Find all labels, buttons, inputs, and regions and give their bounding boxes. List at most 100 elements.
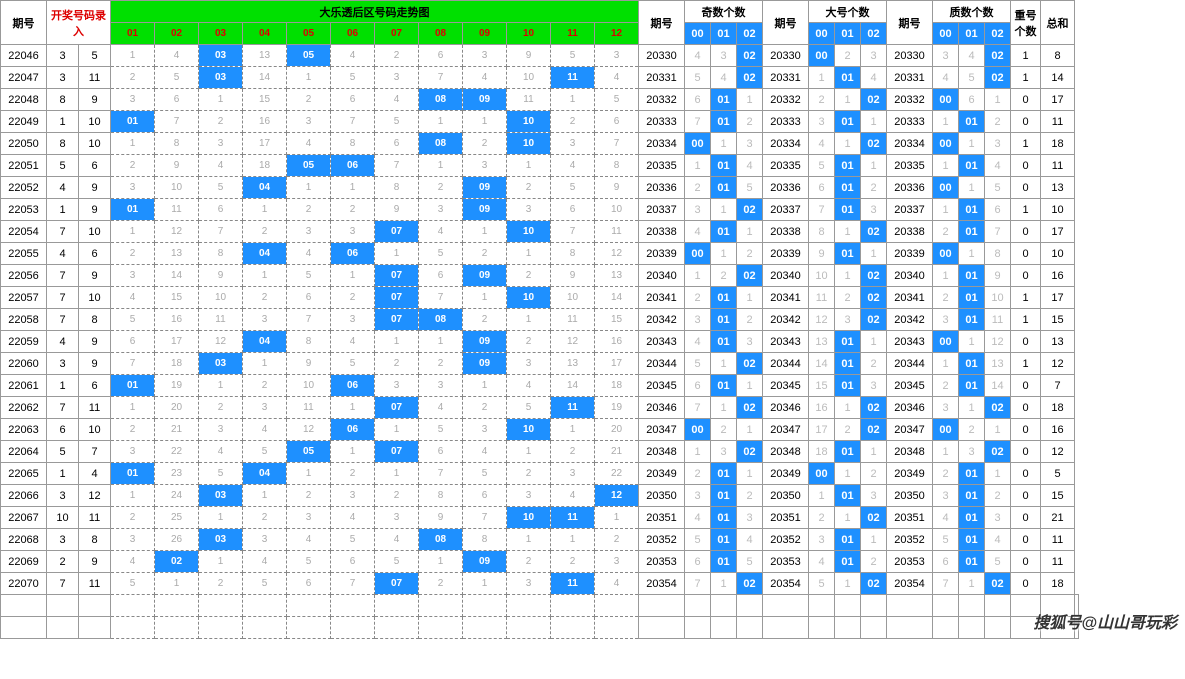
cell-trend: 1: [155, 573, 199, 595]
cell-draw: 10: [79, 221, 111, 243]
cell-big-issue: 20345: [763, 375, 809, 397]
cell-big: 1: [861, 441, 887, 463]
table-row: 2205546213804406152181220339001220339901…: [1, 243, 1079, 265]
cell-trend: 1: [199, 507, 243, 529]
cell-prime-issue: 20331: [887, 67, 933, 89]
cell-trend: 10: [507, 287, 551, 309]
cell-trend: 2: [507, 177, 551, 199]
cell-odd: 1: [737, 375, 763, 397]
cell-big-issue: 20343: [763, 331, 809, 353]
cell-trend: 6: [287, 287, 331, 309]
cell-prime: 2: [933, 463, 959, 485]
cell-blank: [737, 617, 763, 639]
cell-trend: 13: [243, 45, 287, 67]
cell-prime: 01: [959, 155, 985, 177]
cell-trend: 6: [419, 265, 463, 287]
cell-trend: 04: [243, 177, 287, 199]
cell-draw: 10: [79, 419, 111, 441]
cell-odd: 2: [711, 265, 737, 287]
cell-sum: 21: [1041, 507, 1075, 529]
cell-odd: 4: [711, 67, 737, 89]
cell-repeat: 1: [1011, 287, 1041, 309]
cell-big: 2: [809, 507, 835, 529]
cell-trend: 3: [507, 353, 551, 375]
cell-trend: 5: [595, 89, 639, 111]
cell-draw: 9: [79, 89, 111, 111]
cell-trend: 8: [199, 243, 243, 265]
cell-trend: 5: [463, 463, 507, 485]
cell-odd-issue: 20334: [639, 133, 685, 155]
cell-odd-issue: 20351: [639, 507, 685, 529]
cell-prime: 7: [985, 221, 1011, 243]
cell-trend: 3: [375, 375, 419, 397]
cell-trend: 1: [199, 375, 243, 397]
cell-blank: [737, 595, 763, 617]
cell-blank: [639, 595, 685, 617]
cell-odd-issue: 20350: [639, 485, 685, 507]
cell-prime: 4: [959, 45, 985, 67]
cell-odd-issue: 20330: [639, 45, 685, 67]
cell-prime: 10: [985, 287, 1011, 309]
cell-blank: [835, 595, 861, 617]
cell-trend: 20: [595, 419, 639, 441]
table-row-blank: [1, 617, 1079, 639]
cell-trend: 3: [375, 507, 419, 529]
cell-big: 3: [861, 199, 887, 221]
cell-issue: 22060: [1, 353, 47, 375]
cell-big: 2: [809, 89, 835, 111]
cell-odd: 2: [685, 463, 711, 485]
cell-trend: 1: [375, 331, 419, 353]
cell-big: 3: [861, 485, 887, 507]
cell-trend: 2: [375, 353, 419, 375]
cell-big: 6: [809, 177, 835, 199]
cell-draw: 4: [47, 177, 79, 199]
cell-trend: 4: [199, 441, 243, 463]
trend-col-01: 01: [111, 23, 155, 45]
cell-trend: 1: [199, 551, 243, 573]
cell-issue: 22048: [1, 89, 47, 111]
stat-col: 00: [809, 23, 835, 45]
table-row: 2204635140313054263953203304302203300023…: [1, 45, 1079, 67]
cell-trend: 3: [243, 397, 287, 419]
cell-trend: 1: [287, 463, 331, 485]
cell-trend: 2: [287, 199, 331, 221]
cell-issue: 22066: [1, 485, 47, 507]
cell-trend: 8: [155, 133, 199, 155]
cell-repeat: 0: [1011, 89, 1041, 111]
cell-repeat: 1: [1011, 199, 1041, 221]
cell-prime: 3: [985, 133, 1011, 155]
cell-prime: 1: [985, 419, 1011, 441]
cell-trend: 1: [551, 89, 595, 111]
cell-sum: 11: [1041, 111, 1075, 133]
cell-trend: 5: [331, 67, 375, 89]
cell-prime: 13: [985, 353, 1011, 375]
cell-blank: [287, 617, 331, 639]
cell-odd: 5: [685, 353, 711, 375]
cell-big-issue: 20344: [763, 353, 809, 375]
cell-trend: 4: [375, 89, 419, 111]
cell-trend: 01: [111, 199, 155, 221]
cell-trend: 11: [551, 67, 595, 89]
cell-sum: 18: [1041, 397, 1075, 419]
cell-issue: 22067: [1, 507, 47, 529]
cell-trend: 2: [551, 111, 595, 133]
table-row: 2204889361152640809111520332601120332210…: [1, 89, 1079, 111]
cell-trend: 1: [243, 485, 287, 507]
cell-trend: 9: [375, 199, 419, 221]
cell-prime: 6: [933, 551, 959, 573]
cell-trend: 3: [595, 551, 639, 573]
cell-trend: 07: [375, 573, 419, 595]
cell-blank: [985, 595, 1011, 617]
cell-trend: 7: [419, 67, 463, 89]
cell-prime-issue: 20332: [887, 89, 933, 111]
cell-trend: 13: [595, 265, 639, 287]
table-row: 2206457322450510764122120348130220348180…: [1, 441, 1079, 463]
trend-col-10: 10: [507, 23, 551, 45]
cell-blank: [375, 595, 419, 617]
cell-trend: 11: [595, 221, 639, 243]
cell-odd: 3: [737, 331, 763, 353]
col-issue-odd: 期号: [639, 1, 685, 45]
cell-draw: 7: [79, 441, 111, 463]
cell-trend: 7: [419, 287, 463, 309]
trend-col-11: 11: [551, 23, 595, 45]
